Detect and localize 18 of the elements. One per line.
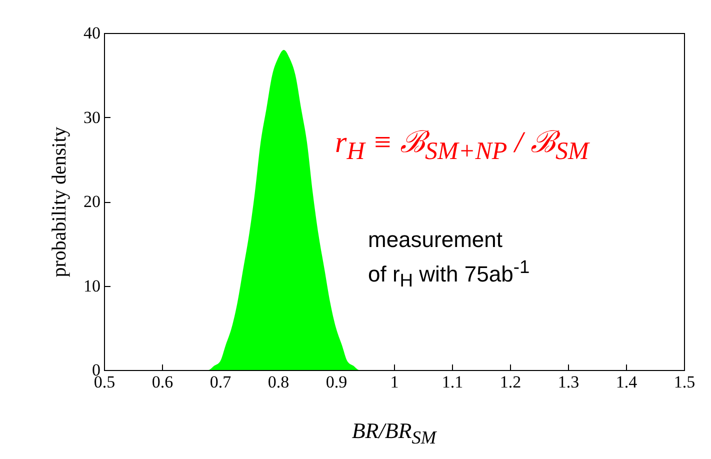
annotation: measurement of r$_{H}$ with 75ab$^{-1}$ [368,226,530,292]
x-tick-label: 1.4 [616,372,638,392]
x-tick-label: 0.6 [152,372,174,392]
x-tick-label: 0.7 [210,372,232,392]
y-tick-label: 10 [84,276,100,296]
x-tick-label: 0.9 [326,372,348,392]
x-tick-label: 1 [390,372,399,392]
x-tick-label: 0.8 [268,372,290,392]
x-tick-label: 1.5 [674,372,696,392]
y-tick-label: 40 [84,24,100,42]
y-tick-label: 30 [84,108,100,127]
x-tick-label: 1.1 [442,372,464,392]
y-tick-label: 20 [84,192,100,211]
x-tick-label: 1.2 [500,372,522,392]
y-axis-title: probability density [48,126,70,278]
annotation: r$_{H}$ ≡ ℬ$_{SM+NP}$ / ℬ$_{SM}$ [335,125,589,166]
x-axis-title: BR/BR$_{SM}$ [350,418,438,448]
x-tick-label: 1.3 [558,372,580,392]
